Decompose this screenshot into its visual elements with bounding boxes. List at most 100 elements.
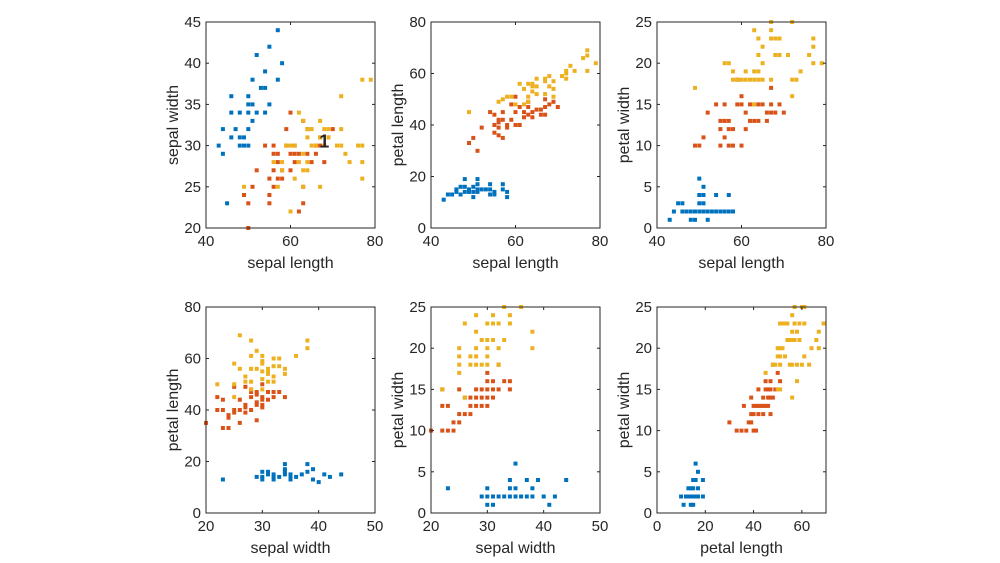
data-point-versicolor (243, 405, 248, 410)
data-point-virginica (322, 143, 327, 148)
data-point-versicolor (492, 130, 497, 135)
data-point-virginica (496, 321, 501, 326)
data-point-virginica (309, 127, 314, 132)
data-point-setosa (271, 474, 276, 479)
data-point-versicolor (722, 102, 727, 107)
data-point-virginica (763, 370, 768, 375)
data-point-versicolor (538, 112, 543, 117)
data-point-virginica (756, 77, 761, 82)
data-point-versicolor (468, 412, 473, 417)
data-point-virginica (786, 53, 790, 57)
data-point-setosa (471, 195, 476, 200)
data-point-setosa (696, 486, 700, 491)
x-tick-label: 80 (367, 233, 384, 250)
data-point-virginica (526, 81, 531, 86)
data-point-virginica (260, 361, 265, 366)
data-point-setosa (530, 486, 535, 491)
x-tick-label: 40 (535, 518, 552, 535)
data-point-virginica (339, 127, 344, 132)
data-point-setosa (479, 494, 484, 499)
data-point-versicolor (488, 110, 493, 115)
data-point-setosa (254, 53, 259, 57)
x-tick-label: 80 (818, 233, 835, 250)
data-point-versicolor (249, 408, 254, 412)
data-point-virginica (266, 366, 270, 371)
data-point-virginica (260, 359, 265, 364)
data-point-setosa (726, 193, 731, 197)
data-point-virginica (775, 354, 780, 359)
data-point-virginica (339, 143, 344, 148)
plot-background (657, 307, 826, 513)
data-point-virginica (260, 369, 265, 374)
data-point-virginica (560, 74, 564, 79)
data-point-virginica (266, 369, 270, 374)
data-point-setosa (679, 494, 684, 499)
data-point-setosa (450, 192, 455, 197)
data-point-versicolor (292, 151, 297, 156)
data-point-setosa (697, 176, 702, 181)
data-point-versicolor (722, 135, 727, 140)
data-point-virginica (756, 69, 761, 74)
data-point-virginica (305, 338, 310, 343)
data-point-versicolor (749, 395, 754, 400)
data-point-versicolor (543, 112, 548, 117)
data-point-setosa (254, 474, 259, 479)
data-point-versicolor (243, 402, 248, 407)
data-point-virginica (526, 94, 531, 99)
data-point-versicolor (471, 135, 476, 140)
data-point-setosa (485, 486, 490, 491)
data-point-setosa (250, 118, 255, 123)
y-tick-label: 0 (644, 505, 652, 522)
data-point-virginica (496, 346, 501, 351)
data-point-setosa (288, 477, 293, 482)
y-axis-label: petal length (390, 84, 407, 167)
data-point-versicolor (468, 403, 473, 408)
data-point-virginica (752, 28, 757, 33)
data-point-virginica (778, 362, 783, 367)
y-axis-label: petal width (616, 87, 633, 164)
data-point-virginica (770, 362, 775, 367)
data-point-versicolor (714, 102, 719, 107)
data-point-setosa (282, 467, 287, 472)
data-point-versicolor (756, 118, 761, 123)
y-tick-label: 25 (409, 299, 426, 316)
data-point-versicolor (474, 387, 479, 392)
data-point-virginica (249, 338, 254, 343)
data-point-virginica (522, 102, 526, 107)
data-point-virginica (530, 346, 535, 351)
data-point-setosa (693, 209, 697, 214)
data-point-setosa (513, 486, 518, 491)
data-point-versicolor (500, 117, 505, 122)
data-point-setosa (260, 474, 265, 479)
data-point-versicolor (777, 102, 782, 107)
x-tick-label: 50 (367, 518, 384, 535)
data-point-versicolor (254, 400, 259, 405)
data-point-setosa (488, 187, 493, 192)
data-point-versicolor (451, 420, 456, 425)
data-point-setosa (282, 469, 287, 474)
data-point-setosa (246, 94, 251, 99)
data-point-virginica (517, 81, 522, 86)
data-point-setosa (275, 28, 280, 33)
data-point-setosa (467, 189, 471, 194)
data-point-versicolor (467, 141, 471, 145)
scatter-panel-5: 20 30 40 50 0 5 10 15 20 25 sepal width petal width (390, 299, 608, 557)
data-point-versicolor (474, 395, 479, 400)
data-point-versicolor (530, 115, 535, 120)
data-point-setosa (445, 192, 450, 197)
data-point-virginica (232, 395, 237, 400)
data-point-setosa (250, 102, 255, 107)
data-point-virginica (496, 362, 501, 367)
data-point-setosa (513, 494, 518, 499)
data-point-versicolor (555, 105, 560, 109)
data-point-setosa (688, 494, 693, 499)
data-point-virginica (798, 69, 803, 74)
data-point-virginica (568, 63, 573, 68)
data-point-versicolor (509, 102, 514, 107)
data-point-virginica (294, 353, 299, 358)
data-point-setosa (693, 494, 698, 499)
data-point-virginica (301, 118, 306, 123)
data-point-virginica (507, 313, 512, 318)
y-tick-label: 0 (418, 505, 426, 522)
